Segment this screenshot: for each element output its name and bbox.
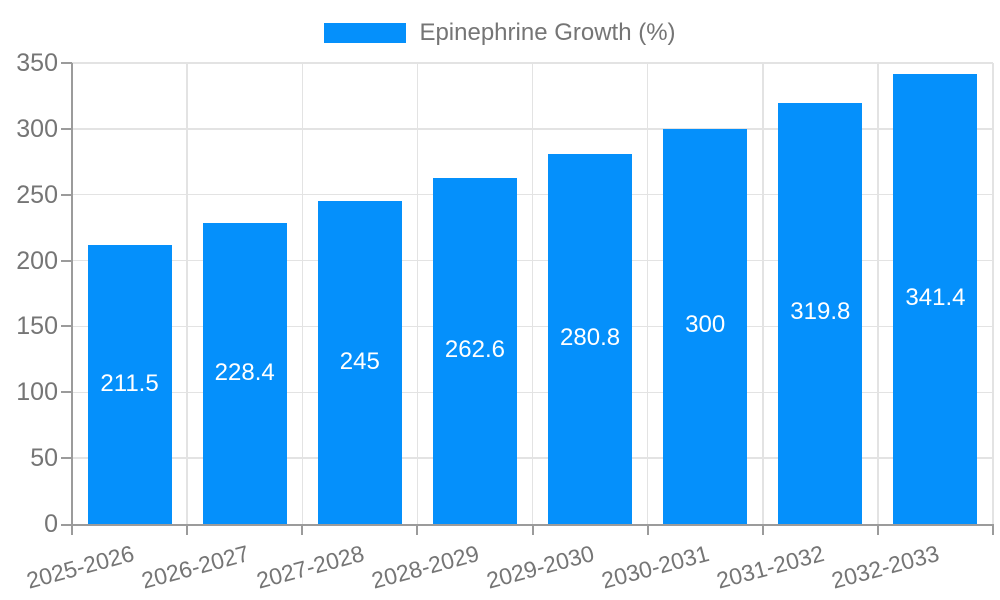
- x-gridline: [186, 63, 188, 524]
- bar[interactable]: 319.8: [778, 102, 863, 524]
- x-gridline: [762, 63, 764, 524]
- bar[interactable]: 280.8: [548, 154, 633, 524]
- bar-value-label: 319.8: [790, 298, 851, 326]
- x-tick: [186, 526, 189, 535]
- x-tick: [416, 526, 419, 535]
- bar-value-label: 262.6: [444, 336, 505, 364]
- bar-value-label: 211.5: [100, 369, 159, 397]
- x-tick: [71, 526, 73, 535]
- bar[interactable]: 245: [317, 201, 402, 524]
- x-tick-label: 2030-2031: [598, 540, 712, 594]
- y-tick-label: 150: [16, 312, 58, 341]
- y-tick-label: 200: [16, 246, 58, 275]
- y-tick: [61, 524, 72, 526]
- y-tick-label: 250: [16, 180, 58, 209]
- y-tick-label: 350: [16, 49, 58, 77]
- y-tick: [61, 127, 72, 130]
- bar[interactable]: 300: [663, 128, 748, 524]
- y-tick: [61, 391, 72, 394]
- x-tick-label: 2028-2029: [368, 540, 482, 594]
- y-tick: [61, 62, 72, 64]
- y-tick-label: 100: [16, 378, 58, 407]
- x-gridline: [531, 63, 534, 524]
- y-tick: [61, 259, 72, 262]
- bar-value-label: 280.8: [560, 324, 621, 352]
- bar-value-label: 245: [339, 347, 380, 375]
- bar-value-label: 228.4: [214, 358, 275, 386]
- x-gridline: [301, 63, 303, 524]
- x-tick-label: 2032-2033: [829, 540, 943, 594]
- legend-swatch: [324, 23, 407, 43]
- y-tick: [61, 325, 72, 328]
- x-tick: [992, 526, 994, 535]
- x-gridline: [992, 63, 994, 524]
- x-tick-label: 2025-2026: [23, 540, 137, 594]
- y-tick: [61, 193, 72, 196]
- legend[interactable]: Epinephrine Growth (%): [0, 19, 1000, 46]
- x-tick: [876, 526, 879, 535]
- x-tick-label: 2027-2028: [253, 540, 367, 594]
- x-tick-label: 2026-2027: [138, 540, 252, 594]
- bar-value-label: 300: [685, 311, 726, 339]
- x-gridline: [646, 63, 649, 524]
- y-tick-label: 50: [30, 444, 58, 473]
- x-tick-label: 2031-2032: [714, 540, 828, 594]
- bar[interactable]: 211.5: [87, 245, 172, 524]
- x-tick: [761, 526, 764, 535]
- x-tick-label: 2029-2030: [483, 540, 597, 594]
- x-axis-line: [71, 524, 994, 526]
- y-tick: [61, 457, 72, 460]
- bar[interactable]: 228.4: [202, 223, 287, 524]
- y-tick-label: 0: [44, 510, 58, 538]
- x-tick: [301, 526, 304, 535]
- y-tick-label: 300: [16, 114, 58, 143]
- bar-value-label: 341.4: [905, 284, 966, 312]
- x-tick: [531, 526, 534, 535]
- x-gridline: [877, 63, 879, 524]
- y-axis-line: [71, 63, 73, 526]
- x-tick: [646, 526, 649, 535]
- bar[interactable]: 262.6: [432, 178, 517, 524]
- legend-label: Epinephrine Growth (%): [419, 19, 676, 46]
- x-gridline: [416, 63, 419, 524]
- bar[interactable]: 341.4: [893, 74, 978, 524]
